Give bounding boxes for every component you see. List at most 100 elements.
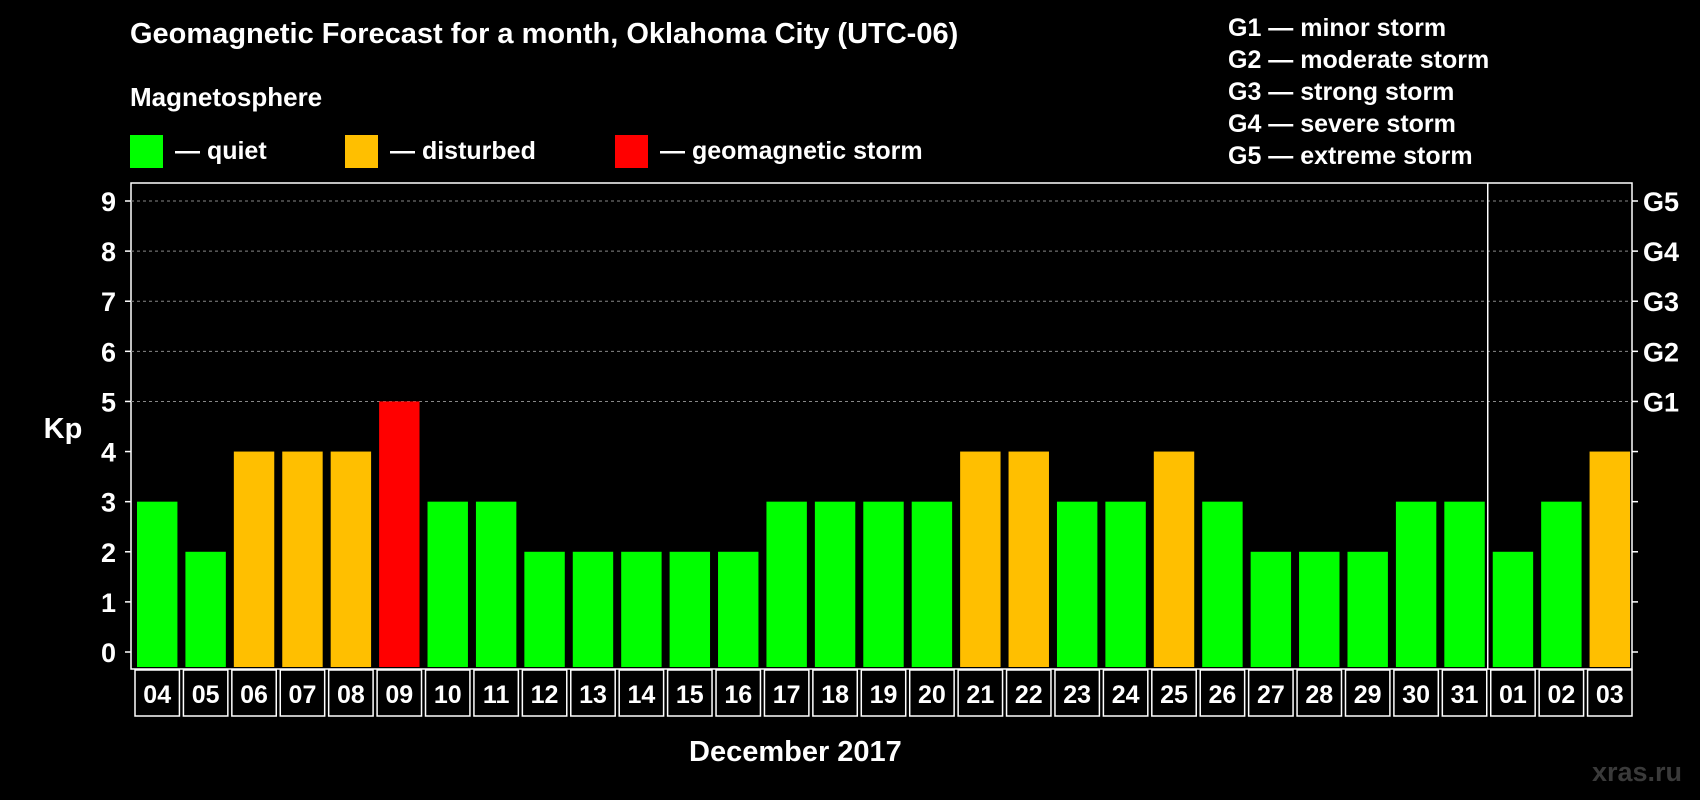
x-tick-label: 08 <box>337 681 365 709</box>
date-box-30 <box>1393 669 1440 717</box>
x-tick-label: 03 <box>1596 681 1624 709</box>
bar-25 <box>1153 451 1195 667</box>
date-box-04 <box>134 669 181 717</box>
x-tick-label: 04 <box>143 681 171 709</box>
y-tick-label: 1 <box>101 588 116 618</box>
x-tick-label: 21 <box>966 681 994 709</box>
x-tick-label: 18 <box>821 681 849 709</box>
date-box-21 <box>957 669 1004 717</box>
x-axis-title: December 2017 <box>689 736 902 768</box>
bar-31 <box>1444 501 1485 667</box>
x-tick-label: 22 <box>1015 681 1043 709</box>
date-box-06 <box>231 669 278 717</box>
bar-07 <box>282 451 323 667</box>
right-axis-label-g3: G3 <box>1643 287 1679 317</box>
date-box-26 <box>1199 669 1246 717</box>
bar-22 <box>1008 451 1049 667</box>
x-tick-label: 25 <box>1160 681 1188 709</box>
bar-13 <box>572 551 614 667</box>
date-box-12 <box>521 669 568 717</box>
x-tick-label: 28 <box>1305 681 1333 709</box>
date-box-07 <box>279 669 326 717</box>
x-tick-label: 31 <box>1451 681 1479 709</box>
legend-swatch-storm <box>615 134 648 168</box>
bar-30 <box>1395 501 1437 667</box>
legend-title: Magnetosphere <box>130 82 323 112</box>
x-tick-label: 20 <box>918 681 946 709</box>
date-box-24 <box>1102 669 1149 717</box>
bar-19 <box>863 501 904 667</box>
date-box-18 <box>812 669 859 717</box>
x-tick-label: 12 <box>531 681 559 709</box>
date-box-31 <box>1441 669 1488 717</box>
right-axis-label-g1: G1 <box>1643 387 1679 417</box>
date-box-22 <box>1005 669 1052 717</box>
bar-17 <box>766 501 807 667</box>
legend-label-disturbed: — disturbed <box>390 136 536 165</box>
legend-item-storm: — geomagnetic storm <box>615 134 923 168</box>
date-box-16 <box>715 669 762 717</box>
x-tick-label: 11 <box>483 681 510 709</box>
bar-02 <box>1541 501 1582 667</box>
chart-title: Geomagnetic Forecast for a month, Oklaho… <box>130 18 959 50</box>
right-axis-label-g5: G5 <box>1643 187 1679 217</box>
bar-09 <box>379 401 420 667</box>
x-tick-label: 16 <box>724 681 752 709</box>
date-box-13 <box>570 669 616 717</box>
date-box-14 <box>618 669 665 717</box>
bar-27 <box>1250 551 1292 667</box>
bar-29 <box>1347 551 1388 667</box>
x-tick-label: 01 <box>1499 681 1527 709</box>
right-axis-label-g2: G2 <box>1643 337 1679 367</box>
legend-swatch-disturbed <box>345 134 378 168</box>
legend-label-quiet: — quiet <box>175 136 267 165</box>
bar-18 <box>814 501 856 667</box>
x-tick-label: 15 <box>676 681 704 709</box>
right-axis-label-g4: G4 <box>1643 237 1679 267</box>
bar-26 <box>1202 501 1243 667</box>
x-tick-label: 26 <box>1209 681 1237 709</box>
date-box-11 <box>473 669 520 717</box>
x-tick-label: 10 <box>434 681 462 709</box>
x-tick-label: 13 <box>579 681 607 709</box>
storm-scale-g3: G3 — strong storm <box>1228 78 1455 106</box>
storm-scale-legend: G1 — minor storm G2 — moderate storm G3 … <box>1228 12 1489 172</box>
y-tick-label: 2 <box>101 538 116 568</box>
date-box-17 <box>763 669 810 717</box>
y-tick-label: 3 <box>101 488 116 518</box>
bar-06 <box>233 451 275 667</box>
legend-item-quiet: — quiet <box>130 134 267 168</box>
x-tick-label: 24 <box>1112 681 1140 709</box>
x-tick-label: 14 <box>627 681 655 709</box>
bar-10 <box>427 501 468 667</box>
storm-scale-g5: G5 — extreme storm <box>1228 142 1473 170</box>
legend-label-storm: — geomagnetic storm <box>660 136 923 165</box>
date-box-03 <box>1586 669 1633 717</box>
bar-12 <box>524 551 565 667</box>
y-axis-title: Kp <box>44 413 83 445</box>
bar-16 <box>718 551 759 667</box>
date-box-27 <box>1247 669 1294 717</box>
bar-11 <box>475 501 517 667</box>
date-box-01 <box>1489 669 1536 717</box>
bar-28 <box>1299 551 1340 667</box>
bar-08 <box>330 451 372 667</box>
y-tick-label: 7 <box>101 287 116 317</box>
bar-01 <box>1492 551 1534 667</box>
storm-scale-g1: G1 — minor storm <box>1228 14 1447 42</box>
x-tick-label: 27 <box>1257 681 1285 709</box>
bar-14 <box>621 551 662 667</box>
y-tick-label: 9 <box>101 187 116 217</box>
storm-scale-g4: G4 — severe storm <box>1228 110 1456 138</box>
watermark: xras.ru <box>1591 757 1682 787</box>
bar-05 <box>185 551 226 667</box>
storm-scale-g2: G2 — moderate storm <box>1228 46 1490 74</box>
bar-20 <box>911 501 953 667</box>
date-box-19 <box>860 669 907 717</box>
x-tick-label: 19 <box>870 681 898 709</box>
bar-04 <box>137 501 178 667</box>
date-box-20 <box>908 669 955 717</box>
bar-03 <box>1589 451 1630 667</box>
date-box-10 <box>424 669 471 717</box>
